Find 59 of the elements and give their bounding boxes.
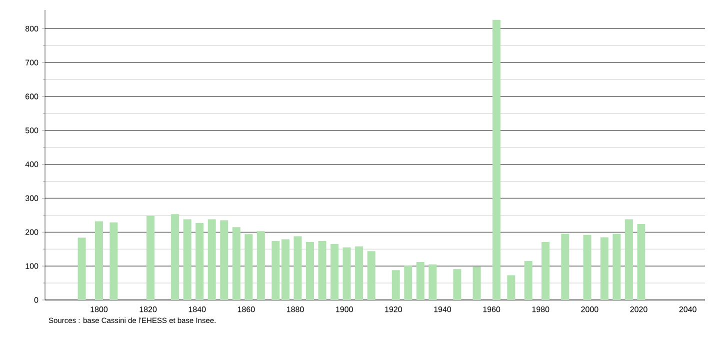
x-tick-label: 1940 [434,306,452,312]
bar [306,242,314,300]
bar [355,246,364,300]
bar [244,234,253,300]
y-tick-label: 300 [25,195,38,202]
bar [472,266,481,300]
x-tick-label: 1900 [336,306,353,312]
bar [367,251,376,300]
y-tick-label: 400 [25,161,38,168]
bar [294,236,302,300]
y-tick-label: 600 [26,94,38,100]
y-tick-label: 100 [26,263,38,269]
bar [78,238,86,300]
bar [232,227,240,300]
x-tick-label: 1920 [385,306,402,312]
bar [110,222,118,300]
bar [583,234,592,300]
bar [171,214,180,300]
bar [416,262,424,300]
y-tick-label: 500 [25,128,38,134]
bar [330,244,339,300]
bar [524,260,532,300]
x-tick-label: 1880 [286,306,304,312]
bar [272,240,280,300]
bar [624,219,633,300]
bar [637,224,646,300]
bar [404,265,412,300]
bar [492,20,500,300]
bar [342,247,351,300]
bar [600,237,608,300]
bar [507,275,516,300]
y-tick-label: 0 [34,297,38,303]
bar [183,219,192,300]
y-tick-label: 200 [26,229,38,235]
x-tick-label: 1800 [90,306,108,312]
bar [428,264,437,300]
x-tick-label: 2020 [630,306,648,312]
x-tick-label: 1960 [483,306,500,312]
bar [256,231,265,300]
bar [146,216,155,300]
x-tick-label: 1980 [532,306,550,312]
x-tick-label: 1820 [140,306,157,312]
bar [196,222,204,300]
bar [612,234,621,300]
bar [94,221,103,300]
y-tick-label: 700 [26,60,38,66]
x-tick-label: 2000 [581,306,598,312]
bar [208,219,216,300]
bar [392,270,400,300]
x-tick-label: 1860 [238,306,255,312]
bar [561,234,570,300]
x-tick-label: 1840 [188,306,206,312]
bar [453,269,462,300]
x-tick-label: 2040 [679,306,696,312]
bar [281,239,290,300]
bar [220,220,228,300]
bar [318,240,326,300]
bar [542,242,550,300]
y-tick-label: 800 [25,26,38,32]
